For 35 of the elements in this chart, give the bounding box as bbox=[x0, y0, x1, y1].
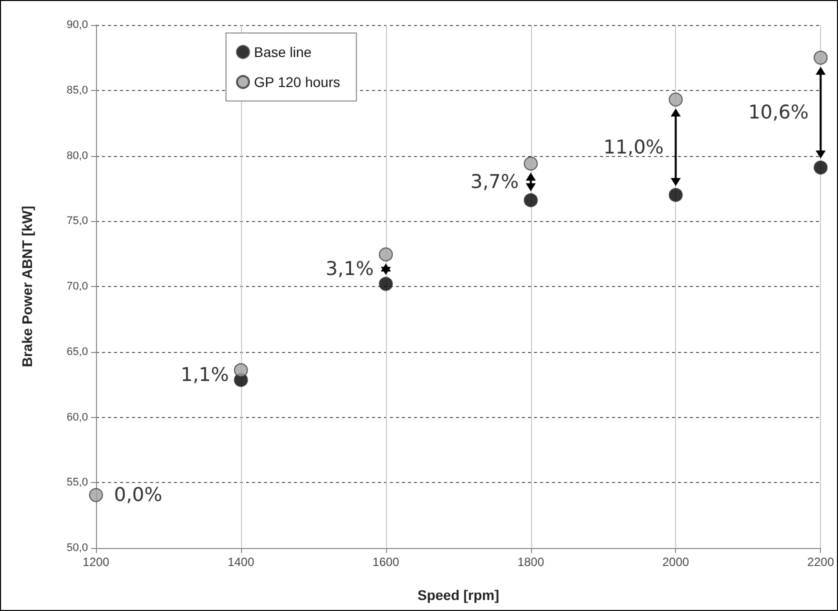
y-tick-label: 60,0 bbox=[66, 411, 88, 424]
annotation: 0,0% bbox=[114, 484, 162, 506]
y-tick-label: 70,0 bbox=[66, 280, 88, 292]
annotation: 3,7% bbox=[470, 170, 519, 193]
point bbox=[668, 188, 683, 202]
y-tick-label: 75,0 bbox=[66, 215, 88, 228]
annotation: 10,6% bbox=[748, 102, 809, 124]
annotation: 1,1% bbox=[180, 364, 229, 386]
x-axis-title: Speed [rpm] bbox=[417, 587, 500, 603]
point bbox=[814, 50, 828, 65]
point bbox=[668, 92, 683, 107]
y-tick-label: 80,0 bbox=[66, 150, 88, 162]
point bbox=[378, 276, 393, 291]
x-tick-label: 1400 bbox=[228, 555, 255, 569]
point bbox=[378, 247, 393, 262]
x-tick-label: 1600 bbox=[372, 555, 400, 569]
y-tick-label: 50,0 bbox=[66, 542, 88, 554]
x-tick-label: 2000 bbox=[662, 555, 690, 569]
y-tick-label: 90,0 bbox=[66, 19, 88, 31]
y-tick-label: 55,0 bbox=[66, 476, 88, 489]
y-tick-label: 65,0 bbox=[66, 346, 88, 358]
point bbox=[524, 193, 538, 208]
annotation: 3,1% bbox=[326, 258, 374, 280]
point bbox=[234, 363, 248, 378]
point bbox=[524, 156, 538, 171]
x-tick-label: 1800 bbox=[517, 555, 544, 569]
point bbox=[89, 488, 103, 502]
legend-label: Base line bbox=[254, 44, 312, 60]
x-tick-label: 2200 bbox=[807, 555, 834, 569]
annotation: 11,0% bbox=[603, 136, 664, 158]
x-tick-label: 1200 bbox=[82, 555, 110, 569]
legend-label: GP 120 hours bbox=[254, 74, 340, 90]
y-tick-label: 85,0 bbox=[66, 84, 88, 96]
point bbox=[814, 160, 828, 175]
y-axis-title: Brake Power ABNT [kW] bbox=[19, 206, 35, 368]
